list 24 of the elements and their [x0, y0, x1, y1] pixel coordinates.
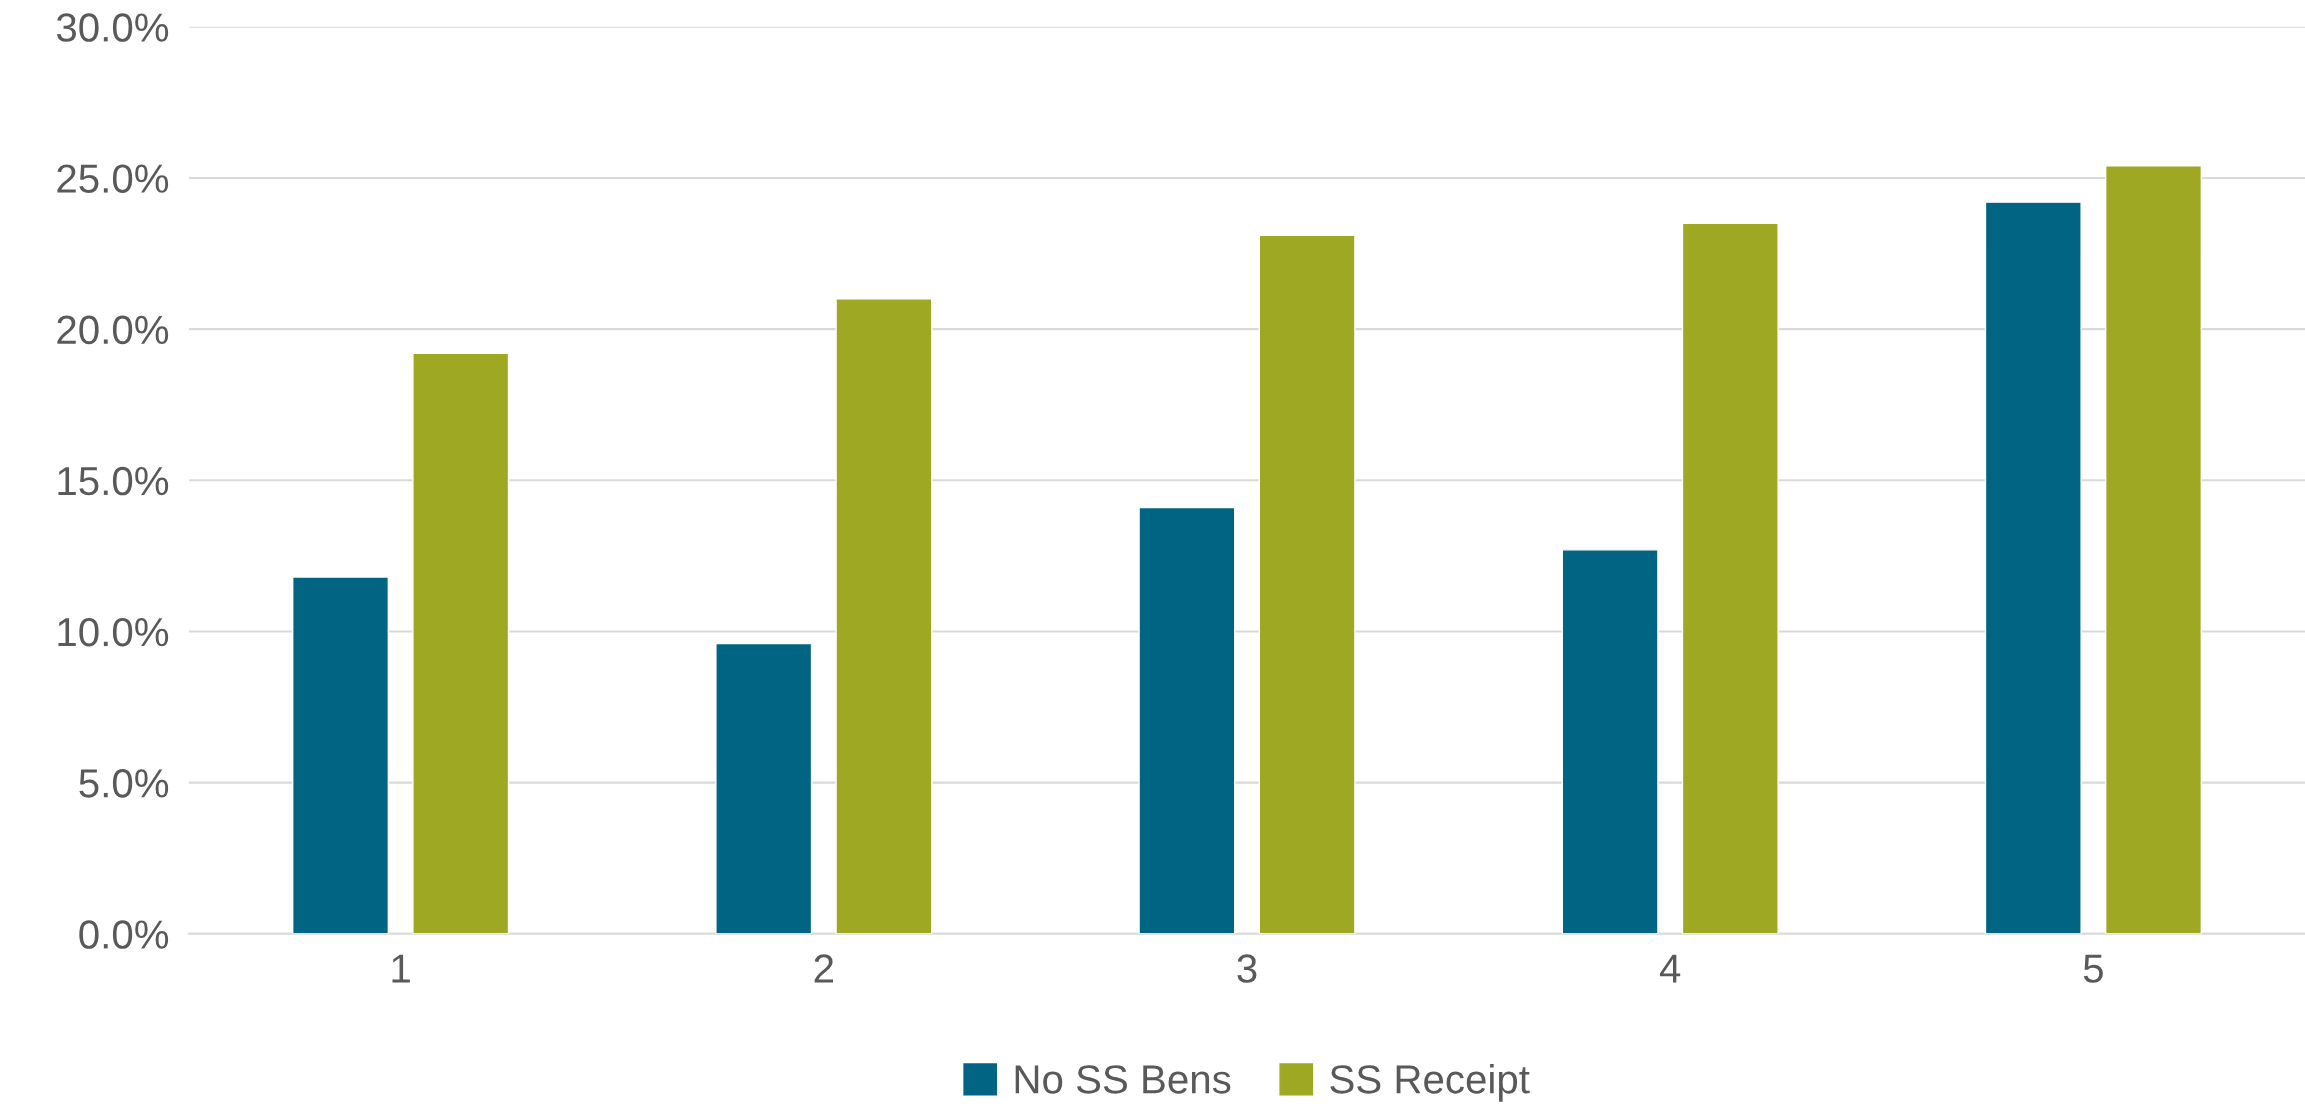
x-tick-label: 2 [814, 954, 833, 983]
bar [835, 298, 933, 934]
bar [715, 642, 813, 934]
y-tick-label: 15.0% [58, 466, 169, 496]
legend-label: No SS Bens [1015, 1065, 1231, 1094]
bar [2104, 165, 2203, 934]
x-tick-label: 3 [1237, 954, 1257, 983]
bar [1258, 234, 1356, 934]
x-tick-label: 4 [1659, 954, 1681, 983]
x-tick-label: 1 [392, 954, 410, 983]
bar [412, 352, 510, 934]
y-tick-label: 0.0% [79, 920, 169, 949]
x-tick-label: 5 [2083, 954, 2103, 983]
bar [1681, 222, 1779, 934]
y-tick-label: 25.0% [57, 164, 169, 193]
bar [1138, 506, 1236, 934]
y-tick-label: 10.0% [58, 617, 169, 647]
y-tick-label: 30.0% [56, 13, 169, 42]
bar [291, 576, 390, 934]
legend-label: SS Receipt [1330, 1064, 1530, 1102]
bar [1984, 201, 2082, 934]
y-tick-label: 20.0% [57, 315, 169, 345]
bar [1561, 549, 1659, 934]
y-tick-label: 5.0% [79, 769, 169, 798]
